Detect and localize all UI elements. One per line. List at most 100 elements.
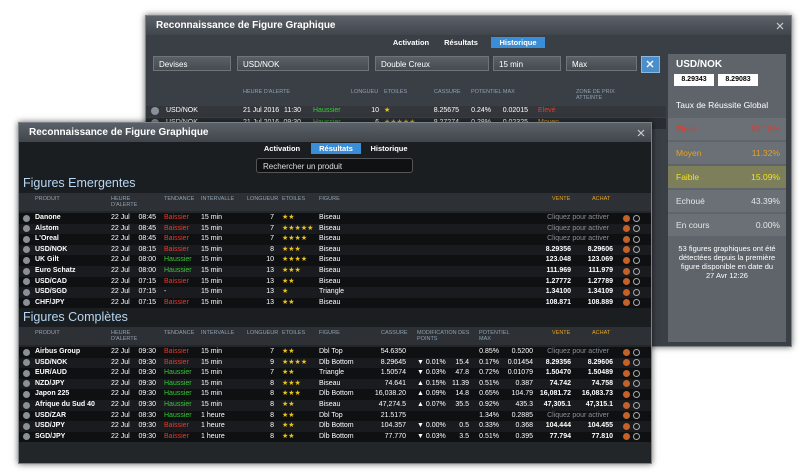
dropdown[interactable]: Double Creux: [375, 56, 489, 71]
cell: 15 min: [201, 401, 223, 408]
cell: Elevé: [538, 107, 556, 114]
section-title: Figures Emergentes: [23, 176, 136, 190]
table-row[interactable]: Euro Schatz 22 Jul 08:00 Haussier 15 min 13 ★★…: [19, 266, 651, 277]
rate-row: [668, 142, 786, 164]
cell: 1.50489: [587, 369, 613, 377]
dropdown[interactable]: USD/NOK: [237, 56, 369, 71]
cell: Baissier: [164, 432, 189, 440]
table-row[interactable]: USD/NOK 22 Jul 08:15 Baissier 15 min 8 ★★★ Bise…: [19, 244, 651, 256]
column-header: CASSURE: [434, 89, 461, 95]
close-icon[interactable]: [776, 22, 784, 30]
table-row[interactable]: SGD/JPY 22 Jul 09:30 Baissier 1 heure 8 ★★ Dlb …: [19, 431, 651, 443]
clear-button[interactable]: [641, 56, 660, 73]
cell: 22 Jul: [111, 411, 130, 419]
cell: 0.01454: [507, 358, 533, 366]
table-row[interactable]: USD/NOK 21 Jul 2016 11:30 Haussier 10 ★ 8.2567…: [146, 106, 666, 117]
cell: 15 min: [201, 358, 223, 366]
table-row[interactable]: L'Oreal 22 Jul 08:45 Baissier 15 min 7 ★★★★ Bis…: [19, 234, 651, 245]
table-row[interactable]: USD/CAD 22 Jul 07:15 Baissier 15 min 13 ★★ Bise…: [19, 276, 651, 288]
table-row[interactable]: NZD/JPY 22 Jul 09:30 Haussier 15 min 8 ★★★ Bise…: [19, 378, 651, 390]
cell: 10: [266, 256, 274, 264]
rate-value: 0.00%: [755, 220, 780, 230]
buy-price: 8.29083: [718, 74, 758, 86]
cell: UK Gilt: [35, 256, 59, 264]
cell: 0.01079: [507, 369, 533, 377]
cell: Triangle: [319, 288, 345, 296]
cell: 8: [270, 245, 274, 253]
action-icon: [623, 246, 630, 254]
cell: 21 Jul 2016: [243, 107, 280, 114]
search-box[interactable]: Rechercher un produit: [256, 158, 413, 173]
action-icon: [623, 380, 630, 388]
table-row[interactable]: Alstom 22 Jul 08:45 Baissier 15 min 7 ★★★★★ Bis…: [19, 223, 651, 235]
table-row[interactable]: UK Gilt 22 Jul 08:00 Haussier 15 min 10 ★★★★ Bi…: [19, 255, 651, 266]
cell: 8.29356: [545, 245, 571, 253]
table-row[interactable]: USD/SGD 22 Jul 07:15- 15 min 13 ★ Triangle 1.34…: [19, 287, 651, 298]
rate-label: Moyen: [676, 148, 702, 158]
cell: 74.641: [384, 379, 406, 387]
cell: 08:00: [138, 256, 156, 264]
cell: 47,274.5: [378, 401, 406, 408]
dropdown[interactable]: Devises: [153, 56, 231, 71]
table-row[interactable]: Afrique du Sud 40 22 Jul 09:30 Haussier 15 m…: [19, 400, 651, 411]
cell: USD/NOK: [35, 245, 68, 253]
cell: 10: [371, 107, 379, 114]
cell: ★★: [282, 432, 295, 440]
cell: 108.889: [587, 298, 613, 306]
cell: Haussier: [313, 107, 341, 114]
cell: 0.5200: [511, 348, 533, 355]
action-icon: [633, 359, 640, 367]
cell: USD/JPY: [35, 422, 65, 430]
close-icon[interactable]: [637, 129, 645, 137]
cell: 1.34100: [545, 288, 571, 296]
row-icon: [23, 380, 30, 388]
table-row[interactable]: Danone 22 Jul 08:45 Baissier 15 min 7 ★★ Biseau…: [19, 213, 651, 224]
tab[interactable]: Résultats: [311, 143, 361, 154]
cell: USD/SGD: [35, 288, 67, 296]
cell: 22 Jul: [111, 298, 130, 306]
row-icon: [23, 267, 30, 275]
rate-value: 93.18%: [751, 124, 780, 134]
tab[interactable]: Historique: [370, 144, 408, 153]
column-header: HEURE D'ALERTE: [243, 89, 291, 95]
cell: Haussier: [164, 256, 192, 264]
table-row[interactable]: USD/ZAR 22 Jul 08:30 Haussier 1 heure 8 ★★ Dbl …: [19, 410, 651, 422]
cell: 09:30: [138, 379, 156, 387]
cell: Dlb Bottom: [319, 390, 354, 398]
cell: Baissier: [164, 235, 189, 243]
cell: Haussier: [164, 379, 192, 387]
row-icon: [23, 288, 30, 296]
dropdown[interactable]: Max: [566, 56, 637, 71]
table-row[interactable]: Airbus Group 22 Jul 09:30 Baissier 15 min 7 ★★…: [19, 347, 651, 358]
cell: 8.29645: [380, 358, 406, 366]
cell: 22 Jul: [111, 235, 130, 243]
tab[interactable]: Résultats: [444, 38, 478, 47]
dropdown[interactable]: 15 min: [493, 56, 561, 71]
cell: 7: [270, 369, 274, 377]
cell: 15 min: [201, 298, 223, 306]
cell: L'Oreal: [35, 235, 59, 243]
cell: 0.387: [515, 379, 533, 387]
tab[interactable]: Historique: [491, 37, 545, 48]
cell: Cliquez pour activer: [547, 224, 609, 232]
table-row[interactable]: USD/NOK 22 Jul 09:30 Baissier 15 min 9 ★★★★ Dlb…: [19, 357, 651, 369]
tab[interactable]: Activation: [392, 38, 430, 47]
cell: 08:45: [138, 235, 156, 243]
table-row[interactable]: Japon 225 22 Jul 09:30 Haussier 15 min 8 ★★★ Dl…: [19, 389, 651, 400]
cell: ★★★: [282, 267, 301, 274]
cell: 0.368: [515, 422, 533, 430]
tab[interactable]: Activation: [263, 144, 301, 153]
cell: 22 Jul: [111, 214, 130, 221]
table-row[interactable]: USD/JPY 22 Jul 09:30 Baissier 1 heure 8 ★★ Dlb …: [19, 421, 651, 432]
table-row[interactable]: EUR/AUD 22 Jul 09:30 Haussier 15 min 7 ★★ Trian…: [19, 368, 651, 379]
cell: 8: [270, 379, 274, 387]
cell: Dlb Bottom: [319, 358, 354, 366]
column-header: LONGUEUR: [247, 196, 279, 202]
cell: 21.5175: [380, 411, 406, 419]
table-row[interactable]: CHF/JPY 22 Jul 07:15 Baissier 15 min 13 ★★ Bise…: [19, 297, 651, 309]
cell: 15 min: [201, 288, 223, 296]
cell: 7: [270, 235, 274, 243]
cell: 22 Jul: [111, 224, 130, 232]
cell: Biseau: [319, 277, 341, 285]
